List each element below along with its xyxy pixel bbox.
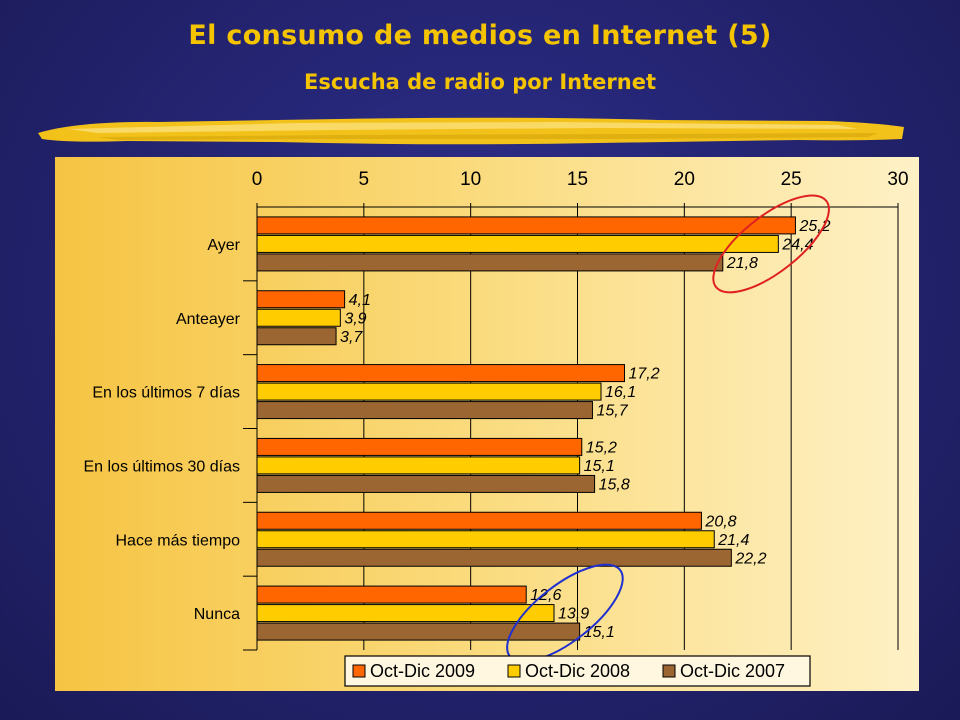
- data-label: 16,1: [605, 384, 636, 401]
- slide-subtitle: Escucha de radio por Internet: [304, 70, 656, 94]
- legend-swatch: [352, 664, 366, 678]
- data-label: 3,9: [344, 310, 366, 327]
- bar: [256, 530, 715, 549]
- category-label: Ayer: [207, 237, 240, 254]
- legend-box: [344, 655, 811, 687]
- bar: [256, 456, 581, 475]
- category-label: En los últimos 7 días: [92, 385, 240, 402]
- data-label: 13,9: [558, 606, 589, 623]
- tick-label: 10: [460, 169, 481, 190]
- bar: [256, 364, 626, 383]
- data-label: 25,2: [798, 218, 830, 235]
- category-label: En los últimos 30 días: [83, 458, 240, 475]
- data-label: 15,1: [584, 624, 615, 641]
- tick-label: 30: [887, 169, 908, 190]
- data-label: 3,7: [340, 329, 363, 346]
- category-label: Anteayer: [176, 311, 241, 328]
- tick-label: 15: [567, 169, 588, 190]
- bar: [256, 234, 779, 253]
- data-label: 15,8: [599, 476, 630, 493]
- category-label: Hace más tiempo: [116, 532, 241, 549]
- tick-label: 20: [674, 169, 695, 190]
- legend-label: Oct-Dic 2009: [370, 661, 475, 681]
- data-label: 22,2: [734, 550, 766, 567]
- data-label: 20,8: [704, 513, 736, 530]
- x-axis-ticks: 0 5 10 15 20 25 30: [252, 169, 909, 208]
- bar: [256, 622, 581, 641]
- bar: [256, 548, 732, 567]
- legend-swatch: [507, 664, 521, 678]
- legend-label: Oct-Dic 2007: [680, 661, 785, 681]
- slide-title: El consumo de medios en Internet (5): [188, 20, 772, 51]
- bar: [256, 401, 593, 420]
- bar: [256, 511, 702, 530]
- data-label: 17,2: [629, 366, 660, 383]
- bars-layer: [256, 216, 796, 641]
- tick-label: 0: [252, 169, 263, 190]
- bar: [256, 216, 796, 235]
- category-label: Nunca: [194, 606, 240, 623]
- data-label: 15,1: [584, 458, 615, 475]
- data-label: 4,1: [349, 292, 371, 309]
- data-label: 15,7: [596, 403, 628, 420]
- bar: [256, 604, 555, 623]
- chart-legend: Oct-Dic 2009 Oct-Dic 2008 Oct-Dic 2007: [344, 655, 811, 687]
- category-axis: Ayer Anteayer En los últimos 7 días En los …: [83, 207, 258, 651]
- bar: [256, 474, 596, 493]
- brush-stroke-divider: [38, 117, 904, 145]
- bar: [256, 327, 337, 346]
- grid-layer: [363, 207, 899, 650]
- legend-label: Oct-Dic 2008: [525, 661, 630, 681]
- legend-swatch: [662, 664, 676, 678]
- bar: [256, 290, 346, 309]
- bar: [256, 437, 583, 456]
- bar: [256, 253, 724, 272]
- tick-label: 25: [781, 169, 802, 190]
- data-labels: 25,224,4 21,8 4,13,9 3,7 17,216,1 15,7 15,2 15,…: [340, 218, 831, 641]
- bar: [256, 585, 527, 604]
- tick-label: 5: [359, 169, 370, 190]
- bar: [256, 382, 602, 401]
- data-label: 15,2: [586, 439, 617, 456]
- data-label: 21,4: [717, 532, 749, 549]
- annotation-ellipse-ayer: [712, 194, 830, 294]
- bar: [256, 308, 341, 327]
- data-label: 21,8: [726, 255, 758, 272]
- data-label: 24,4: [781, 236, 813, 253]
